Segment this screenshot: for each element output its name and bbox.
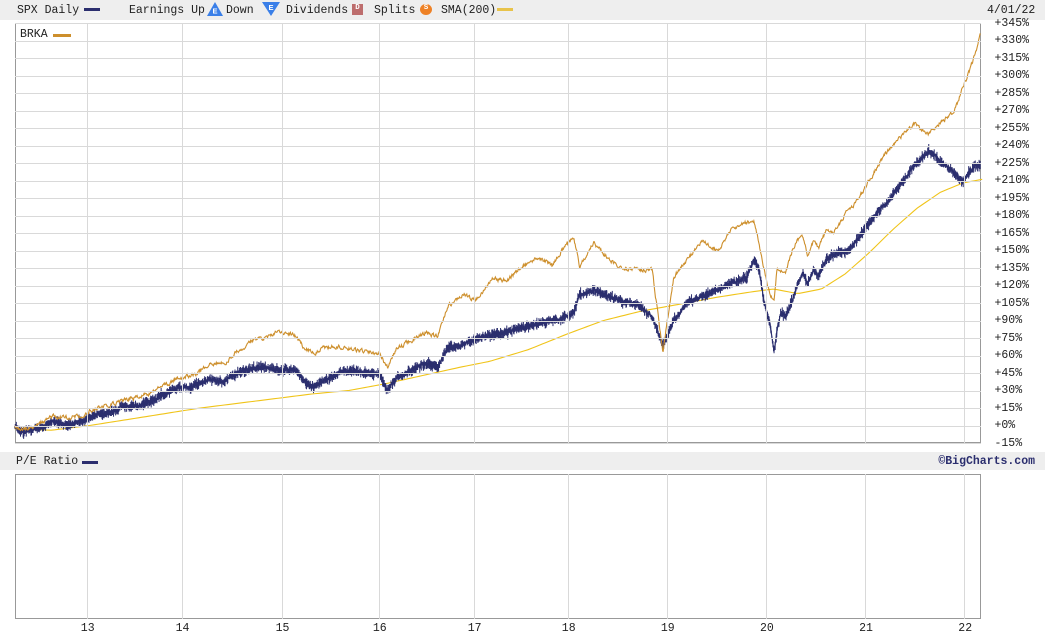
svg-text:E: E	[212, 7, 217, 16]
svg-text:E: E	[268, 3, 273, 12]
